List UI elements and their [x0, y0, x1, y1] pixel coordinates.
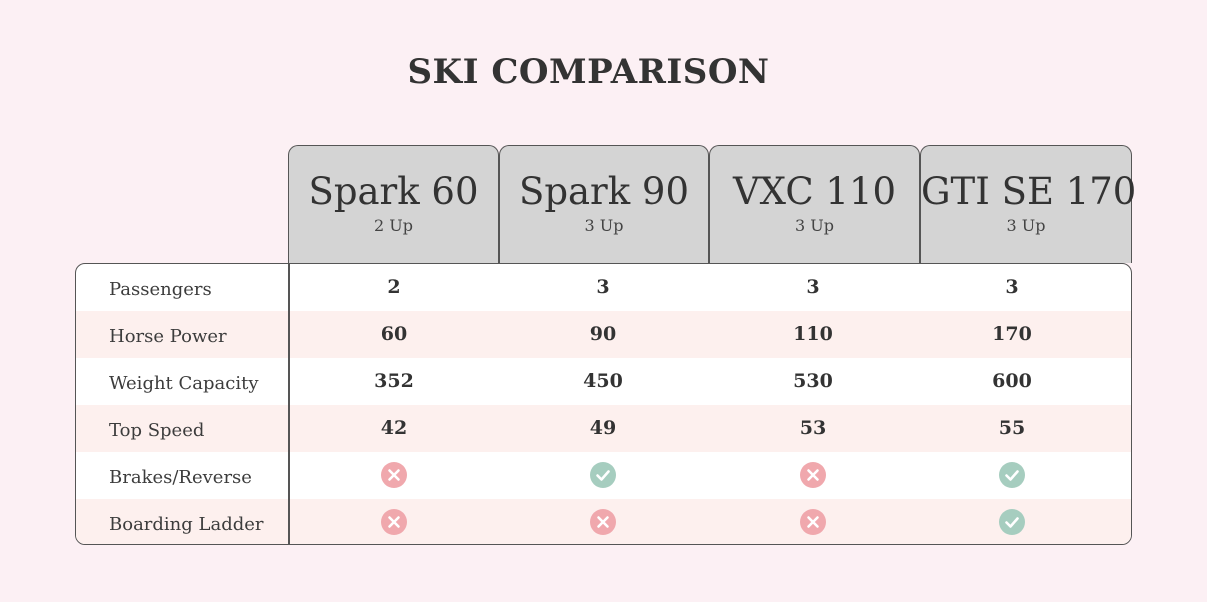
cell-value: 3	[1005, 276, 1019, 298]
model-headers: Spark 60 2 Up Spark 90 3 Up VXC 110 3 Up…	[288, 145, 1137, 263]
row-label: Weight Capacity	[109, 373, 259, 394]
header-vxc-110: VXC 110 3 Up	[709, 145, 920, 263]
cell-value: 170	[992, 323, 1032, 345]
row-label: Boarding Ladder	[109, 514, 264, 535]
table-row-horse-power: Horse Power 60 90 110 170	[76, 311, 1131, 358]
cell-value: 450	[583, 370, 623, 392]
cell-value: 90	[589, 323, 617, 345]
row-label: Top Speed	[109, 420, 205, 441]
comparison-table: Passengers 2 3 3 3 Horse Power 60 90 110…	[75, 263, 1132, 545]
header-spark-60: Spark 60 2 Up	[288, 145, 499, 263]
cell-value: 352	[374, 370, 414, 392]
cell-value: 42	[380, 417, 408, 439]
column-divider	[288, 264, 290, 544]
check-icon	[999, 462, 1025, 488]
x-icon	[381, 509, 407, 535]
model-capacity: 3 Up	[1006, 216, 1046, 235]
cell-value: 53	[799, 417, 827, 439]
model-name: VXC 110	[732, 170, 897, 213]
x-icon	[590, 509, 616, 535]
model-name: GTI SE 170	[921, 170, 1137, 213]
cell-value: 110	[793, 323, 833, 345]
x-icon	[800, 462, 826, 488]
table-row-top-speed: Top Speed 42 49 53 55	[76, 405, 1131, 452]
model-capacity: 2 Up	[374, 216, 413, 235]
model-capacity: 3 Up	[584, 216, 624, 235]
cell-value: 49	[589, 417, 617, 439]
x-icon	[381, 462, 407, 488]
model-name: Spark 90	[518, 170, 690, 213]
check-icon	[590, 462, 616, 488]
cell-value: 2	[387, 276, 401, 298]
x-icon	[800, 509, 826, 535]
check-icon	[999, 509, 1025, 535]
row-label: Horse Power	[109, 326, 227, 347]
cell-value: 3	[806, 276, 820, 298]
header-spark-90: Spark 90 3 Up	[499, 145, 709, 263]
page-title: SKI COMPARISON	[407, 52, 770, 92]
row-label: Brakes/Reverse	[109, 467, 252, 488]
cell-value: 3	[596, 276, 610, 298]
cell-value: 60	[380, 323, 408, 345]
cell-value: 55	[998, 417, 1026, 439]
cell-value: 530	[793, 370, 833, 392]
header-gti-se-170: GTI SE 170 3 Up	[920, 145, 1137, 263]
table-row-brakes-reverse: Brakes/Reverse	[76, 452, 1131, 499]
model-capacity: 3 Up	[795, 216, 834, 235]
row-label: Passengers	[109, 279, 212, 300]
table-row-weight-capacity: Weight Capacity 352 450 530 600	[76, 358, 1131, 405]
model-name: Spark 60	[308, 170, 479, 213]
table-row-passengers: Passengers 2 3 3 3	[76, 264, 1131, 311]
table-row-boarding-ladder: Boarding Ladder	[76, 499, 1131, 544]
cell-value: 600	[992, 370, 1032, 392]
